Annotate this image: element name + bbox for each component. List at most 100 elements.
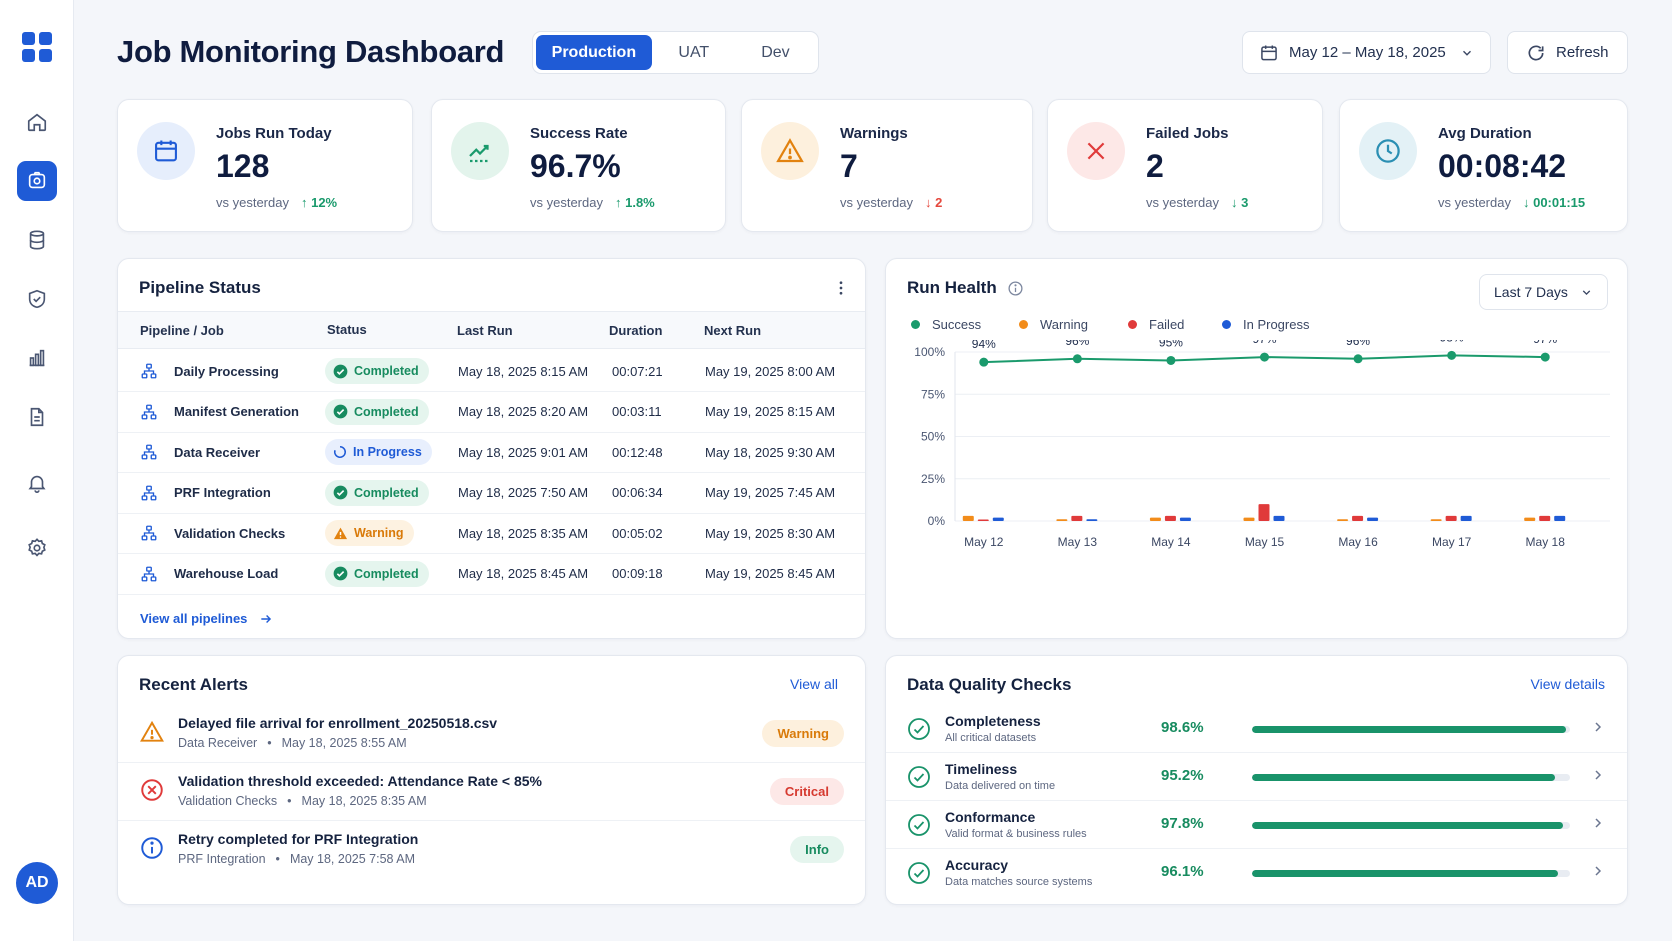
tab-dev[interactable]: Dev xyxy=(761,43,790,61)
table-row[interactable]: Data Receiver In Progress May 18, 2025 9:0… xyxy=(118,431,865,473)
workflow-icon xyxy=(140,565,158,583)
bar-warning[interactable] xyxy=(1430,519,1442,521)
info-icon[interactable] xyxy=(1007,280,1024,297)
refresh-button[interactable]: Refresh xyxy=(1507,31,1628,74)
view-all-pipelines-link[interactable]: View all pipelines xyxy=(140,611,273,626)
chevron-right-icon[interactable] xyxy=(1590,815,1608,833)
sidebar-item-jobs[interactable] xyxy=(17,161,57,201)
success-point[interactable] xyxy=(1166,355,1176,365)
jobs-icon xyxy=(28,171,46,189)
bar-in-progress[interactable] xyxy=(1273,515,1285,521)
legend-label: In Progress xyxy=(1243,317,1310,332)
kpi-comparison: vs yesterday ↑ 12% xyxy=(216,195,337,210)
alert-item[interactable]: Validation threshold exceeded: Attendanc… xyxy=(118,763,865,821)
success-point[interactable] xyxy=(1447,350,1457,360)
success-point[interactable] xyxy=(1540,352,1550,362)
alert-item[interactable]: Retry completed for PRF Integration PRF I… xyxy=(118,821,865,879)
range-select[interactable]: Last 7 Days xyxy=(1479,274,1608,310)
bar-in-progress[interactable] xyxy=(1554,515,1566,521)
check-name: Completeness xyxy=(945,713,1041,729)
chevron-right-icon[interactable] xyxy=(1590,719,1608,737)
kpi-label: Failed Jobs xyxy=(1146,125,1229,142)
bar-failed[interactable] xyxy=(1539,515,1551,521)
pipeline-name[interactable]: Data Receiver xyxy=(174,444,260,460)
date-range-picker[interactable]: May 12 – May 18, 2025 xyxy=(1242,31,1491,74)
table-row[interactable]: PRF Integration Completed May 18, 2025 7:5… xyxy=(118,472,865,514)
bar-warning[interactable] xyxy=(1149,517,1161,521)
app-logo-icon[interactable] xyxy=(22,32,52,62)
sidebar-item-security[interactable] xyxy=(17,279,57,319)
last-run-cell: May 18, 2025 8:15 AM xyxy=(458,363,589,379)
more-options-icon[interactable] xyxy=(832,279,850,297)
chevron-right-icon[interactable] xyxy=(1590,863,1608,881)
tab-uat[interactable]: UAT xyxy=(678,43,710,61)
status-label: In Progress xyxy=(353,445,422,459)
bar-chart-icon xyxy=(29,349,45,367)
quality-check-row[interactable]: Completeness All critical datasets 98.6% xyxy=(886,705,1627,753)
pipeline-name[interactable]: Manifest Generation xyxy=(174,404,299,419)
success-point[interactable] xyxy=(1072,354,1082,364)
kpi-warnings: Warnings 7 vs yesterday ↓ 2 xyxy=(741,99,1033,232)
table-row[interactable]: Daily Processing Completed May 18, 2025 8:… xyxy=(118,350,865,392)
x-tick-label: May 18 xyxy=(1526,535,1566,549)
pipeline-name[interactable]: Daily Processing xyxy=(174,363,279,379)
bar-warning[interactable] xyxy=(1337,519,1349,521)
alert-item[interactable]: Delayed file arrival for enrollment_2025… xyxy=(118,705,865,763)
bar-warning[interactable] xyxy=(1524,517,1536,521)
pipeline-name[interactable]: Warehouse Load xyxy=(174,566,279,581)
progress-fill xyxy=(1252,726,1566,733)
last-run-cell: May 18, 2025 7:50 AM xyxy=(458,485,589,500)
home-icon xyxy=(27,113,47,132)
quality-check-row[interactable]: Timeliness Data delivered on time 95.2% xyxy=(886,753,1627,801)
table-row[interactable]: Manifest Generation Completed May 18, 2025… xyxy=(118,391,865,433)
bar-in-progress[interactable] xyxy=(1460,515,1472,521)
tab-production[interactable]: Production xyxy=(536,35,652,70)
bar-in-progress[interactable] xyxy=(992,517,1004,521)
alert-meta: PRF Integration • May 18, 2025 7:58 AM xyxy=(178,852,415,866)
success-point[interactable] xyxy=(1353,354,1363,364)
view-all-alerts-link[interactable]: View all xyxy=(790,676,838,692)
sidebar-item-settings[interactable] xyxy=(17,528,57,568)
run-health-card: Run Health xyxy=(885,258,1628,639)
refresh-label: Refresh xyxy=(1556,44,1609,61)
bar-in-progress[interactable] xyxy=(1086,519,1098,521)
quality-check-row[interactable]: Conformance Valid format & business rules… xyxy=(886,801,1627,849)
sidebar-item-documents[interactable] xyxy=(17,397,57,437)
pipeline-name[interactable]: Validation Checks xyxy=(174,525,286,541)
column-header: Status xyxy=(327,322,367,337)
bar-in-progress[interactable] xyxy=(1367,517,1379,521)
bar-warning[interactable] xyxy=(1243,517,1255,521)
bar-failed[interactable] xyxy=(1445,515,1457,521)
bar-failed[interactable] xyxy=(1071,515,1083,521)
bar-warning[interactable] xyxy=(962,515,974,521)
table-row[interactable]: Warehouse Load Completed May 18, 2025 8:45… xyxy=(118,553,865,595)
status-cell: Completed xyxy=(325,553,429,595)
user-avatar[interactable]: AD xyxy=(16,862,58,904)
check-name: Conformance xyxy=(945,809,1036,825)
bar-failed[interactable] xyxy=(1352,515,1364,521)
duration-cell: 00:03:11 xyxy=(612,404,662,419)
alert-title: Retry completed for PRF Integration xyxy=(178,831,419,847)
last-run-cell: May 18, 2025 8:45 AM xyxy=(458,566,589,581)
legend-label: Failed xyxy=(1149,317,1185,332)
bar-failed[interactable] xyxy=(1164,515,1176,521)
sidebar-item-database[interactable] xyxy=(17,220,57,260)
sidebar-item-reports[interactable] xyxy=(17,338,57,378)
sidebar-item-notifications[interactable] xyxy=(17,463,57,503)
data-label: 94% xyxy=(972,340,996,351)
quality-check-row[interactable]: Accuracy Data matches source systems 96.1% xyxy=(886,849,1627,897)
progress-track xyxy=(1252,726,1570,733)
legend-item-failed: Failed xyxy=(1128,317,1184,332)
view-details-link[interactable]: View details xyxy=(1530,676,1605,692)
table-row[interactable]: Validation Checks Warning May 18, 2025 8:3… xyxy=(118,512,865,554)
legend-label: Warning xyxy=(1040,317,1088,332)
bar-in-progress[interactable] xyxy=(1179,517,1191,521)
success-point[interactable] xyxy=(1260,352,1269,362)
bar-failed[interactable] xyxy=(977,519,989,522)
sidebar-item-home[interactable] xyxy=(17,102,57,142)
pipeline-name[interactable]: PRF Integration xyxy=(174,485,271,500)
chevron-right-icon[interactable] xyxy=(1590,767,1608,785)
success-point[interactable] xyxy=(979,357,989,367)
bar-warning[interactable] xyxy=(1056,519,1068,521)
bar-failed[interactable] xyxy=(1258,504,1270,521)
